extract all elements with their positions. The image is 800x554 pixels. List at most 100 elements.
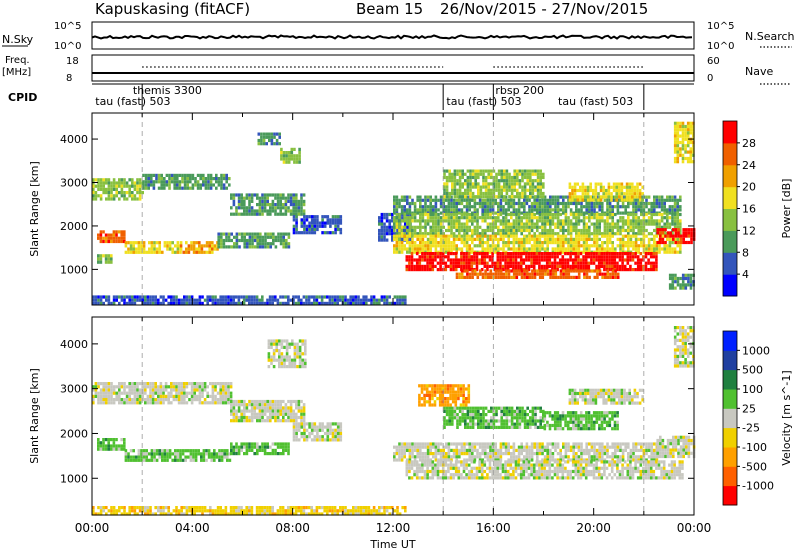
- power-cell: [597, 258, 601, 262]
- power-cell: [133, 181, 137, 185]
- power-cell: [426, 198, 430, 202]
- power-cell: [475, 264, 479, 268]
- power-cell: [650, 208, 653, 212]
- power-cell: [504, 222, 508, 226]
- velocity-cell: [170, 401, 173, 405]
- power-cell: [455, 234, 458, 238]
- power-cell: [105, 295, 108, 299]
- velocity-cell: [240, 409, 243, 413]
- power-cell: [120, 233, 123, 237]
- power-cell: [196, 180, 200, 184]
- power-cell: [500, 188, 503, 192]
- power-cell: [530, 212, 534, 217]
- power-cell: [157, 180, 161, 184]
- power-cell: [509, 264, 513, 268]
- power-cell: [336, 221, 340, 225]
- freq-tick-high: 18: [66, 56, 79, 67]
- power-cell: [452, 264, 455, 268]
- power-cell: [107, 181, 111, 185]
- power-cell: [521, 191, 524, 196]
- power-cell: [492, 195, 496, 199]
- power-cell: [401, 301, 404, 305]
- power-cell: [429, 216, 432, 220]
- power-cell: [525, 255, 528, 259]
- power-cell: [313, 215, 317, 219]
- power-cell: [607, 195, 611, 199]
- power-cell: [567, 272, 571, 276]
- power-cell: [621, 247, 625, 251]
- power-cell: [564, 208, 568, 212]
- velocity-cell: [250, 412, 254, 416]
- power-cell: [426, 244, 430, 248]
- power-cell: [99, 187, 103, 191]
- power-cell: [421, 205, 425, 209]
- power-cell: [517, 247, 521, 251]
- power-cell: [520, 272, 524, 276]
- power-cell: [491, 234, 495, 238]
- power-cell: [461, 175, 464, 180]
- power-cell: [671, 212, 674, 217]
- power-cell: [380, 216, 384, 220]
- power-cell: [585, 201, 588, 206]
- power-cell: [652, 255, 656, 259]
- power-cell: [419, 234, 422, 238]
- power-cell: [488, 264, 492, 268]
- power-cell: [501, 252, 505, 256]
- power-cell: [513, 185, 516, 189]
- velocity-cell: [110, 444, 113, 448]
- power-cell: [531, 169, 535, 173]
- power-cell: [469, 172, 472, 176]
- velocity-cell: [128, 398, 131, 402]
- power-cell: [679, 232, 682, 236]
- power-cell: [608, 252, 611, 256]
- velocity-cell: [128, 385, 131, 389]
- velocity-cell: [107, 385, 111, 389]
- colorbar-swatch: [723, 230, 737, 253]
- power-cell: [102, 184, 105, 188]
- power-cell: [577, 241, 581, 245]
- power-cell: [289, 212, 293, 216]
- power-cell: [395, 219, 399, 223]
- power-cell: [181, 173, 184, 177]
- power-cell: [235, 209, 238, 213]
- power-cell: [479, 185, 483, 189]
- power-cell: [290, 154, 294, 158]
- velocity-cell: [162, 385, 165, 389]
- power-cell: [497, 225, 500, 229]
- velocity-cell: [144, 391, 147, 395]
- power-cell: [496, 261, 500, 265]
- power-cell: [530, 247, 534, 251]
- power-cell: [515, 216, 518, 220]
- colorbar-tick-label: 28: [742, 137, 756, 150]
- power-cell: [217, 245, 220, 249]
- power-cell: [554, 232, 557, 236]
- power-cell: [380, 298, 384, 302]
- power-cell: [572, 228, 575, 233]
- power-cell: [590, 255, 593, 259]
- power-cell: [110, 187, 113, 191]
- power-cell: [584, 188, 587, 193]
- power-cell: [225, 186, 228, 190]
- power-cell: [684, 144, 687, 148]
- velocity-cell: [295, 425, 298, 429]
- power-cell: [458, 172, 462, 176]
- power-cell: [131, 178, 134, 182]
- power-cell: [580, 269, 584, 273]
- power-cell: [668, 222, 672, 226]
- power-cell: [514, 264, 518, 268]
- power-cell: [673, 247, 677, 251]
- power-cell: [452, 212, 456, 217]
- power-cell: [204, 183, 208, 187]
- power-cell: [629, 268, 632, 272]
- power-cell: [469, 188, 472, 192]
- power-cell: [661, 237, 665, 241]
- velocity-cell: [136, 385, 139, 389]
- power-cell: [421, 212, 425, 217]
- power-cell: [460, 258, 463, 262]
- power-cell: [388, 228, 391, 233]
- power-cell: [478, 252, 481, 256]
- power-cell: [443, 191, 446, 196]
- power-cell: [515, 225, 518, 229]
- power-cell: [623, 198, 626, 202]
- power-cell: [579, 258, 583, 262]
